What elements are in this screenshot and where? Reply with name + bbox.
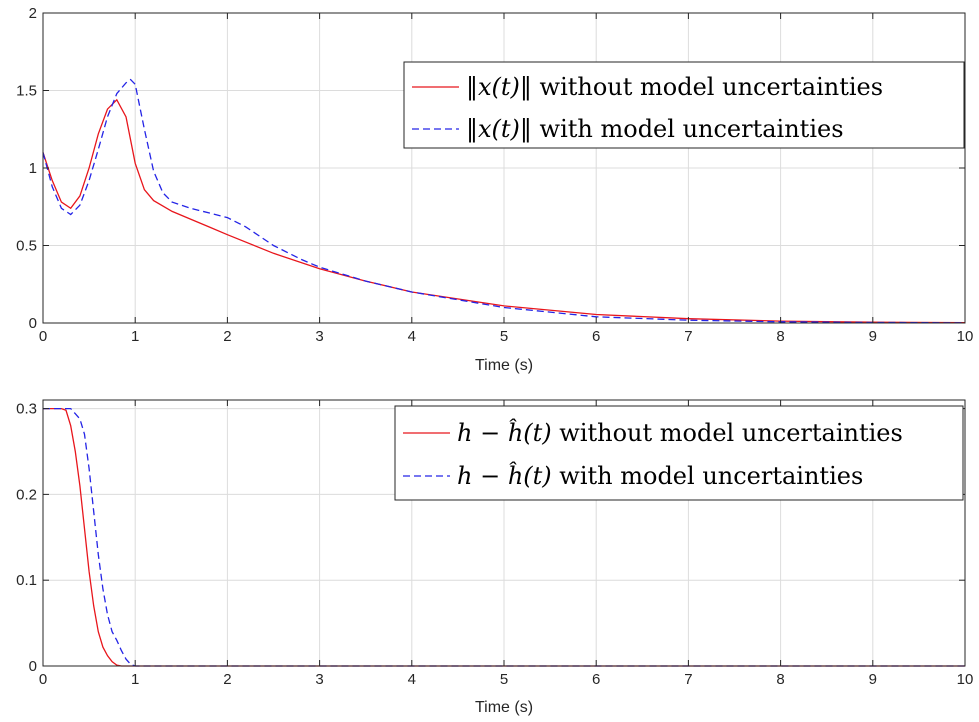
x-tick-label: 4: [408, 328, 416, 345]
legend: ‖x(t)‖ without model uncertainties‖x(t)‖…: [403, 61, 965, 149]
legend-math: ‖x(t)‖: [466, 73, 532, 102]
x-tick-label: 5: [500, 671, 508, 688]
x-tick-label: 6: [592, 671, 600, 688]
legend-text: without model uncertainties: [532, 73, 883, 101]
x-axis-label: Time (s): [475, 699, 533, 716]
x-tick-label: 5: [500, 328, 508, 345]
x-tick-label: 9: [869, 671, 877, 688]
x-tick-label: 3: [315, 328, 323, 345]
series-line-with-uncertainties: [42, 78, 966, 324]
y-tick-label: 0.1: [16, 572, 37, 589]
x-tick-label: 1: [131, 671, 139, 688]
x-axis-label: Time (s): [475, 357, 533, 374]
x-tick-label: 10: [957, 328, 974, 345]
legend-math: ‖x(t)‖: [466, 115, 532, 144]
legend-box: [403, 61, 965, 149]
x-tick-label: 3: [315, 671, 323, 688]
series-line-without-uncertainties: [42, 98, 966, 324]
legend-box: [394, 405, 964, 501]
legend-label: ‖x(t)‖ with model uncertainties: [466, 115, 844, 144]
y-tick-label: 0.3: [16, 401, 37, 418]
x-tick-label: 7: [684, 671, 692, 688]
legend-text: with model uncertainties: [532, 115, 844, 143]
legend-label: h − ĥ(t) without model uncertainties: [457, 418, 903, 447]
legend-text: with model uncertainties: [552, 462, 864, 490]
legend-label: ‖x(t)‖ without model uncertainties: [466, 73, 883, 102]
legend-math: h − ĥ(t): [457, 418, 552, 447]
x-tick-label: 2: [223, 671, 231, 688]
series-line-with-uncertainties: [43, 407, 965, 667]
plot-panel-2: 0 1 2 3 4 5 6 7 8 9 10 0 0.1 0.2 0.3 Time (s) h − ĥ(t) w…: [16, 399, 974, 716]
y-tick-label: 1.5: [16, 83, 37, 100]
x-tick-label: 2: [223, 328, 231, 345]
x-tick-label: 0: [39, 328, 47, 345]
x-tick-label: 1: [131, 328, 139, 345]
x-tick-label: 6: [592, 328, 600, 345]
y-tick-label: 0: [29, 658, 37, 675]
x-tick-label: 8: [776, 328, 784, 345]
legend-label: h − ĥ(t) with model uncertainties: [457, 461, 863, 490]
x-tick-label: 10: [957, 671, 974, 688]
plot-panel-1: 0 1 2 3 4 5 6 7 8 9 10 0 0.5 1 1.5 2 Time (s) ‖x(t)‖ with…: [16, 5, 973, 374]
y-tick-label: 0: [29, 315, 37, 332]
y-tick-label: 0.2: [16, 486, 37, 503]
legend-text: without model uncertainties: [552, 419, 903, 447]
x-tick-label: 0: [39, 671, 47, 688]
y-tick-label: 2: [29, 5, 37, 22]
legend-math: h − ĥ(t): [457, 461, 552, 490]
x-tick-label: 9: [869, 328, 877, 345]
x-tick-label: 7: [684, 328, 692, 345]
x-tick-label: 4: [408, 671, 416, 688]
y-tick-label: 0.5: [16, 238, 37, 255]
y-tick-label: 1: [29, 160, 37, 177]
x-tick-label: 8: [776, 671, 784, 688]
